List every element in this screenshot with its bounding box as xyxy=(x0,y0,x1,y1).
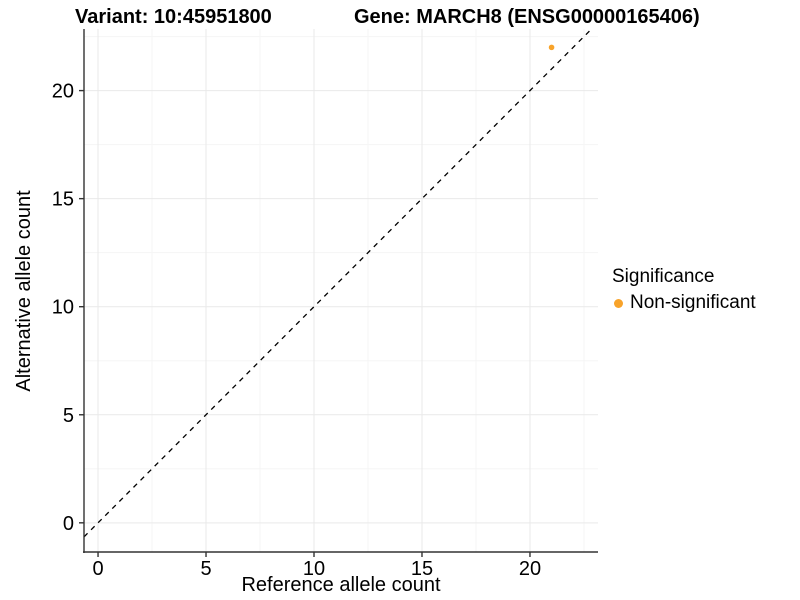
x-axis-label: Reference allele count xyxy=(241,574,441,596)
data-point xyxy=(548,44,555,51)
x-tick-label: 0 xyxy=(92,558,103,580)
legend-item-non-significant: Non-significant xyxy=(612,292,756,315)
legend: Significance Non-significant xyxy=(612,265,756,315)
x-tick-label: 5 xyxy=(200,558,211,580)
y-tick-label: 10 xyxy=(52,297,74,319)
x-tick-label: 20 xyxy=(519,558,541,580)
y-tick-label: 15 xyxy=(52,189,74,211)
y-tick-label: 0 xyxy=(63,513,74,535)
gene-title: Gene: MARCH8 (ENSG00000165406) xyxy=(354,6,700,28)
y-tick-label: 5 xyxy=(63,405,74,427)
y-tick-label: 20 xyxy=(52,81,74,103)
x-tick-label: 10 xyxy=(303,558,325,580)
variant-title: Variant: 10:45951800 xyxy=(75,6,272,28)
legend-item-label: Non-significant xyxy=(630,291,756,313)
x-tick-label: 15 xyxy=(411,558,433,580)
legend-title: Significance xyxy=(612,266,715,287)
legend-key-dot-icon xyxy=(614,298,623,308)
identity-line xyxy=(83,28,592,538)
